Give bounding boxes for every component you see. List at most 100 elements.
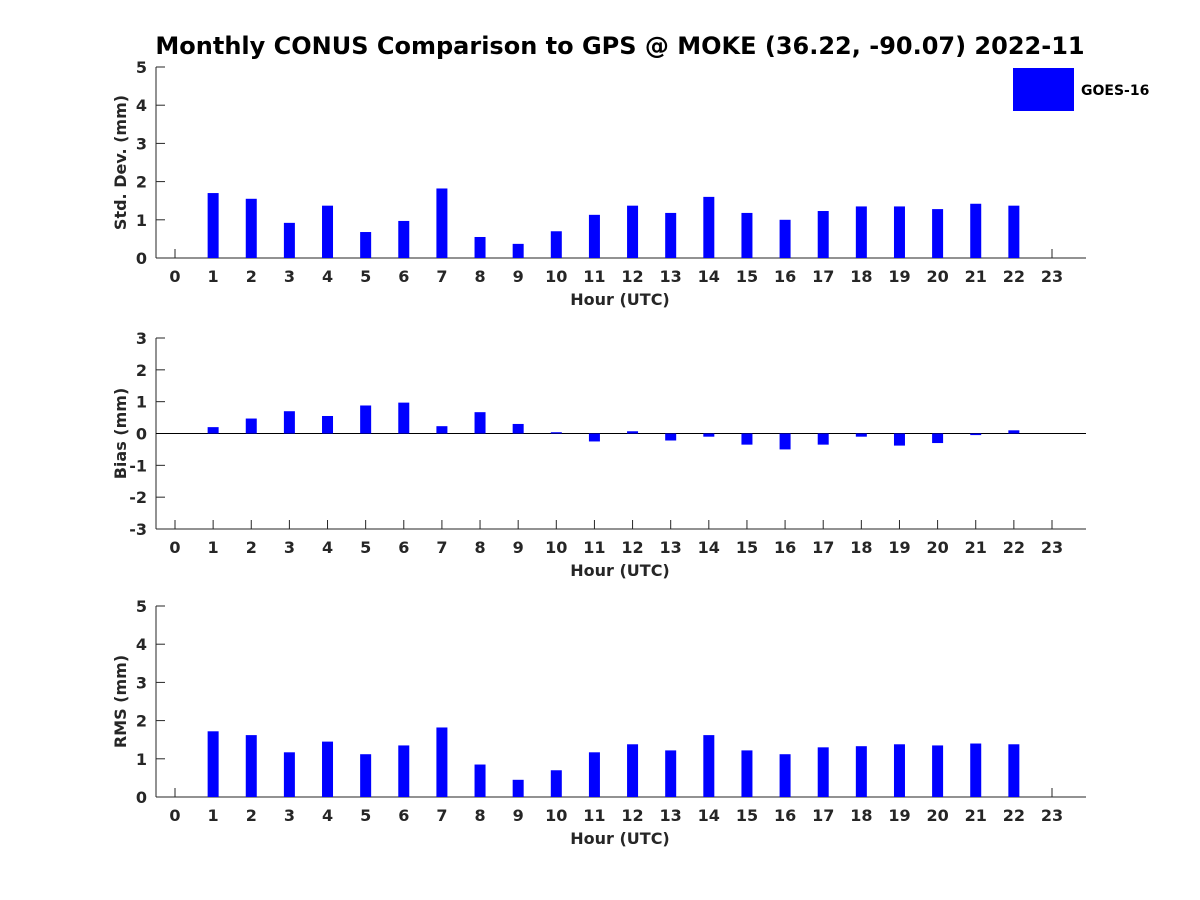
panel-1-bar-hour-7 bbox=[436, 188, 448, 258]
panel-2-x-tick-label: 1 bbox=[208, 538, 219, 557]
panel-3-bar-hour-15 bbox=[741, 750, 753, 797]
panel-3-x-tick-label: 21 bbox=[965, 806, 987, 825]
panel-3-bar-hour-2 bbox=[245, 735, 257, 797]
panel-2-x-tick-label: 16 bbox=[774, 538, 796, 557]
panel-3-x-tick-label: 1 bbox=[208, 806, 219, 825]
panel-3-x-tick-label: 3 bbox=[284, 806, 295, 825]
panel-2-x-tick-label: 7 bbox=[436, 538, 447, 557]
panel-1-bar-hour-18 bbox=[855, 206, 867, 258]
panel-2-x-tick-label: 2 bbox=[246, 538, 257, 557]
panel-1-bar-hour-15 bbox=[741, 212, 753, 258]
panel-3-x-tick-label: 16 bbox=[774, 806, 796, 825]
panel-1-x-tick-label: 6 bbox=[398, 267, 409, 286]
panel-2-x-tick-label: 19 bbox=[888, 538, 910, 557]
panel-3-bar-hour-14 bbox=[703, 735, 715, 797]
panel-2-bar-hour-1 bbox=[207, 427, 219, 434]
panel-1-x-axis-label: Hour (UTC) bbox=[570, 290, 670, 309]
panel-2-bar-hour-9 bbox=[512, 423, 524, 434]
panel-1-x-tick-label: 1 bbox=[208, 267, 219, 286]
panel-3-x-tick-label: 4 bbox=[322, 806, 333, 825]
panel-1-x-tick-label: 19 bbox=[888, 267, 910, 286]
panel-2-bar-hour-22 bbox=[1008, 430, 1020, 434]
panel-3-y-tick-label: 1 bbox=[136, 750, 147, 769]
panel-3-bar-hour-3 bbox=[283, 752, 295, 797]
panel-2-x-tick-label: 20 bbox=[926, 538, 948, 557]
panel-1-y-tick-label: 0 bbox=[136, 249, 147, 268]
panel-1-x-tick-label: 21 bbox=[965, 267, 987, 286]
panel-2-bar-hour-14 bbox=[703, 433, 715, 437]
panel-2-bar-hour-16 bbox=[779, 433, 791, 450]
panel-2-x-tick-label: 8 bbox=[474, 538, 485, 557]
panel-3-x-tick-label: 20 bbox=[926, 806, 948, 825]
panel-1-y-tick-label: 5 bbox=[136, 58, 147, 77]
panel-1-x-tick-label: 18 bbox=[850, 267, 872, 286]
panel-3-bar-hour-22 bbox=[1008, 744, 1020, 797]
panel-3-x-tick-label: 22 bbox=[1003, 806, 1025, 825]
panel-2-x-tick-label: 3 bbox=[284, 538, 295, 557]
panel-3-x-tick-label: 18 bbox=[850, 806, 872, 825]
panel-1-bar-hour-17 bbox=[817, 211, 829, 258]
panel-2-bar-hour-20 bbox=[932, 433, 944, 444]
panel-2-x-tick-label: 4 bbox=[322, 538, 333, 557]
panel-2-y-tick-label: 1 bbox=[136, 393, 147, 412]
panel-1-bar-hour-16 bbox=[779, 219, 791, 258]
panel-2-bar-hour-4 bbox=[322, 415, 334, 434]
panel-2-x-tick-label: 9 bbox=[513, 538, 524, 557]
panel-3-y-axis-label: RMS (mm) bbox=[111, 655, 130, 748]
panel-2-bar-hour-7 bbox=[436, 426, 448, 434]
panel-2-x-tick-label: 15 bbox=[736, 538, 758, 557]
panel-1-x-tick-label: 13 bbox=[660, 267, 682, 286]
panel-3-bar-hour-6 bbox=[398, 745, 410, 797]
panel-1-x-tick-label: 2 bbox=[246, 267, 257, 286]
panel-3-y-tick-label: 2 bbox=[136, 712, 147, 731]
panel-2-y-tick-label: 0 bbox=[136, 425, 147, 444]
panel-1-x-tick-label: 15 bbox=[736, 267, 758, 286]
panel-1-x-tick-label: 9 bbox=[513, 267, 524, 286]
panel-3-x-tick-label: 19 bbox=[888, 806, 910, 825]
chart-title: Monthly CONUS Comparison to GPS @ MOKE (… bbox=[155, 32, 1084, 60]
panel-3-x-tick-label: 9 bbox=[513, 806, 524, 825]
panel-1-bar-hour-4 bbox=[322, 205, 334, 258]
panel-2-bar-hour-12 bbox=[627, 431, 639, 434]
panel-3-x-tick-label: 15 bbox=[736, 806, 758, 825]
panel-2-x-tick-label: 10 bbox=[545, 538, 567, 557]
panel-2-bar-hour-5 bbox=[360, 405, 372, 434]
panel-3-x-tick-label: 12 bbox=[621, 806, 643, 825]
panel-2-y-axis-label: Bias (mm) bbox=[111, 388, 130, 480]
panel-1-bar-hour-10 bbox=[550, 231, 562, 258]
panel-1-bar-hour-19 bbox=[893, 206, 905, 258]
panel-2-y-tick-label: -1 bbox=[129, 456, 147, 475]
panel-2-bar-hour-18 bbox=[855, 433, 867, 437]
panel-3-bar-hour-12 bbox=[627, 744, 639, 797]
panel-3-x-tick-label: 0 bbox=[169, 806, 180, 825]
panel-2-x-tick-label: 18 bbox=[850, 538, 872, 557]
panel-1-bar-hour-8 bbox=[474, 236, 486, 258]
panel-3-y-tick-label: 0 bbox=[136, 788, 147, 807]
panel-1-x-tick-label: 16 bbox=[774, 267, 796, 286]
panel-3-bar-hour-7 bbox=[436, 727, 448, 797]
panel-1-y-tick-label: 2 bbox=[136, 173, 147, 192]
panel-2-x-tick-label: 0 bbox=[169, 538, 180, 557]
legend: GOES-16 bbox=[1013, 68, 1149, 111]
panel-1-bar-hour-11 bbox=[588, 214, 600, 258]
panel-1-bar-hour-9 bbox=[512, 243, 524, 258]
panel-3-x-tick-label: 8 bbox=[474, 806, 485, 825]
panel-1-x-tick-label: 8 bbox=[474, 267, 485, 286]
panel-3-bar-hour-9 bbox=[512, 779, 524, 797]
panel-3-x-tick-label: 11 bbox=[583, 806, 605, 825]
panel-3-x-tick-label: 10 bbox=[545, 806, 567, 825]
panel-3-x-tick-label: 13 bbox=[660, 806, 682, 825]
panel-3-x-tick-label: 6 bbox=[398, 806, 409, 825]
panel-2-bar-hour-8 bbox=[474, 412, 486, 434]
panel-1-bar-hour-2 bbox=[245, 198, 257, 258]
panel-3-y-tick-label: 3 bbox=[136, 673, 147, 692]
panel-2-x-tick-label: 13 bbox=[660, 538, 682, 557]
panel-1-x-tick-label: 11 bbox=[583, 267, 605, 286]
panel-2-x-tick-label: 11 bbox=[583, 538, 605, 557]
panel-3-bar-hour-5 bbox=[360, 754, 372, 797]
panel-1-y-axis-label: Std. Dev. (mm) bbox=[111, 95, 130, 230]
panel-2-bar-hour-15 bbox=[741, 433, 753, 445]
panel-3-bar-hour-13 bbox=[665, 750, 677, 797]
panel-3-x-tick-label: 23 bbox=[1041, 806, 1063, 825]
